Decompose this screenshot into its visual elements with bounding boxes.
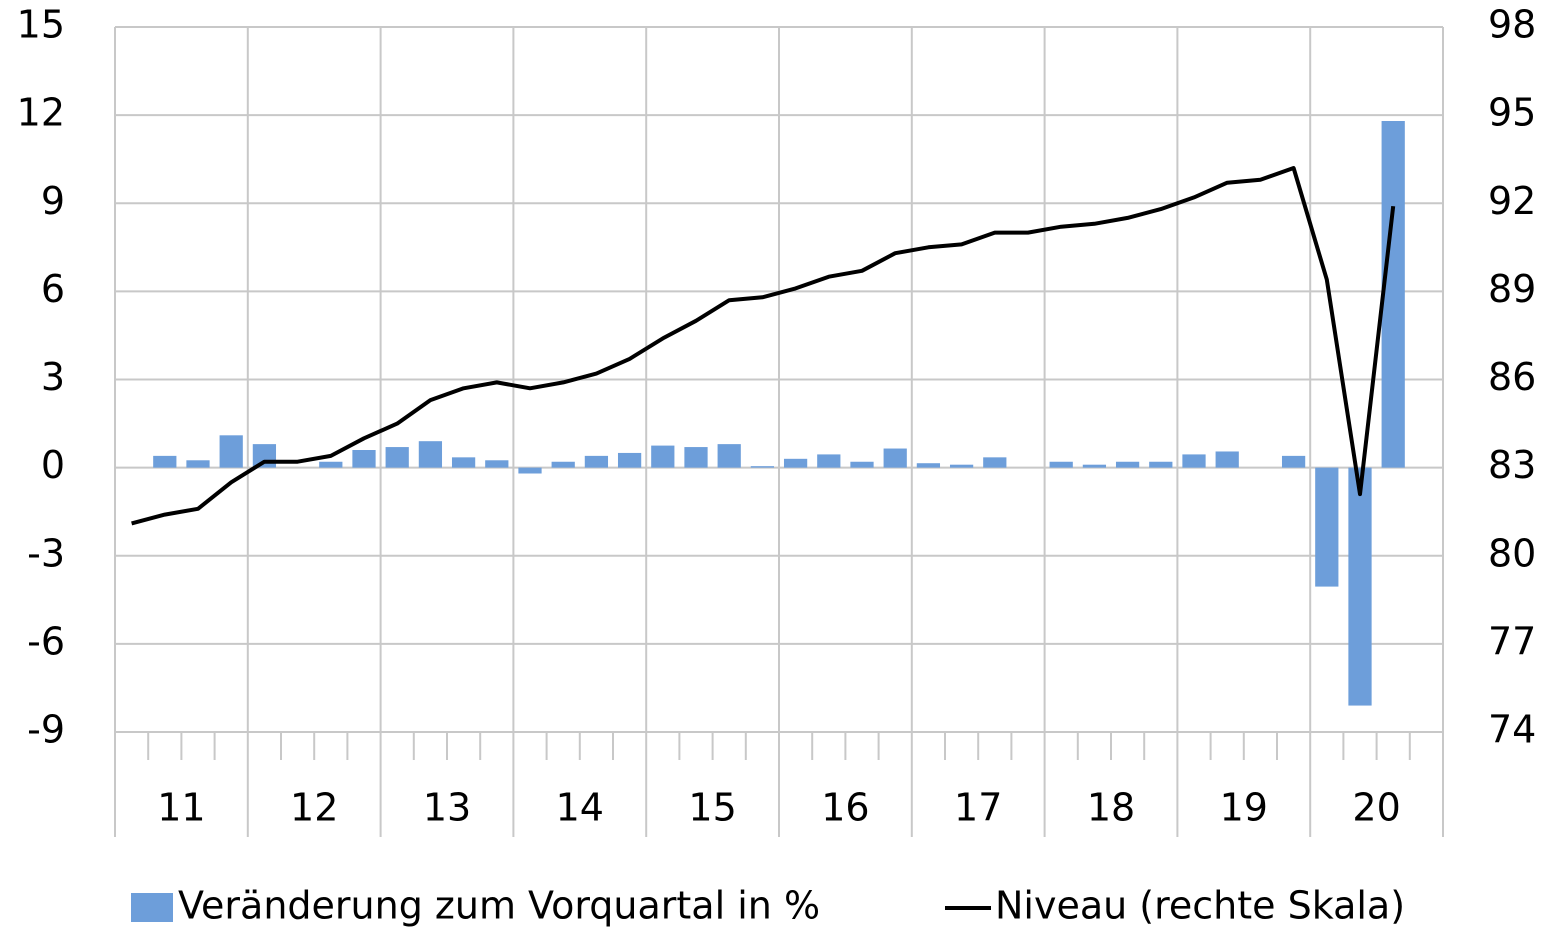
x-group-label: 16 <box>821 786 869 830</box>
bar <box>1049 461 1073 468</box>
bar <box>717 444 741 468</box>
bar <box>983 457 1007 468</box>
x-group-label: 17 <box>954 786 1002 830</box>
bar <box>651 445 675 468</box>
y2-tick-label: 92 <box>1488 179 1536 223</box>
y-tick-label: 6 <box>41 267 65 311</box>
bar <box>485 460 509 468</box>
y2-tick-label: 74 <box>1488 708 1536 752</box>
bar <box>1149 461 1173 468</box>
y2-tick-label: 89 <box>1488 267 1536 311</box>
y2-tick-label: 83 <box>1488 443 1536 487</box>
line <box>131 166 1396 526</box>
bar <box>1348 467 1372 706</box>
bar <box>153 455 177 468</box>
y-tick-label: 0 <box>41 443 65 487</box>
x-group-label: 14 <box>556 786 604 830</box>
y-tick-label: 12 <box>17 91 65 135</box>
bar <box>1281 455 1306 468</box>
y-tick-label: -3 <box>27 531 65 575</box>
bar <box>916 463 941 468</box>
bar <box>1115 461 1140 468</box>
x-group-label: 13 <box>423 786 471 830</box>
bar <box>617 452 642 468</box>
y-tick-label: 15 <box>17 3 65 47</box>
x-group-label: 20 <box>1352 786 1400 830</box>
bar <box>750 466 775 468</box>
x-group-label: 19 <box>1220 786 1268 830</box>
bar <box>684 447 708 468</box>
bar <box>319 461 343 468</box>
bar <box>817 454 841 468</box>
x-group-label: 18 <box>1087 786 1135 830</box>
y2-tick-label: 98 <box>1488 3 1536 47</box>
x-group-label: 12 <box>290 786 338 830</box>
bar <box>1315 467 1339 587</box>
y2-tick-label: 86 <box>1488 355 1536 399</box>
bar <box>584 455 609 468</box>
bar <box>385 447 409 468</box>
y2-tick-label: 77 <box>1488 619 1536 663</box>
y-tick-label: 9 <box>41 179 65 223</box>
legend-label: Niveau (rechte Skala) <box>995 884 1405 928</box>
bar <box>186 460 210 468</box>
y-tick-label: -6 <box>27 619 65 663</box>
bar <box>783 458 808 468</box>
bar <box>1082 464 1107 468</box>
bar <box>883 448 907 468</box>
bar <box>451 457 476 468</box>
bar <box>418 441 443 468</box>
bar <box>850 461 874 468</box>
x-group-label: 11 <box>157 786 205 830</box>
bar <box>219 435 243 468</box>
bar <box>1215 451 1239 468</box>
y2-tick-label: 95 <box>1488 91 1536 135</box>
bar <box>551 461 575 468</box>
bar <box>252 444 277 468</box>
y-tick-label: 3 <box>41 355 65 399</box>
bar <box>949 464 974 468</box>
bar <box>1182 454 1206 468</box>
bar <box>1381 121 1405 468</box>
x-group-label: 15 <box>688 786 736 830</box>
bar <box>518 467 542 474</box>
bar <box>352 450 376 468</box>
y2-tick-label: 80 <box>1488 531 1536 575</box>
legend-label: Veränderung zum Vorquartal in % <box>178 884 820 928</box>
y-tick-label: -9 <box>27 708 65 752</box>
legend-swatch <box>131 893 173 922</box>
